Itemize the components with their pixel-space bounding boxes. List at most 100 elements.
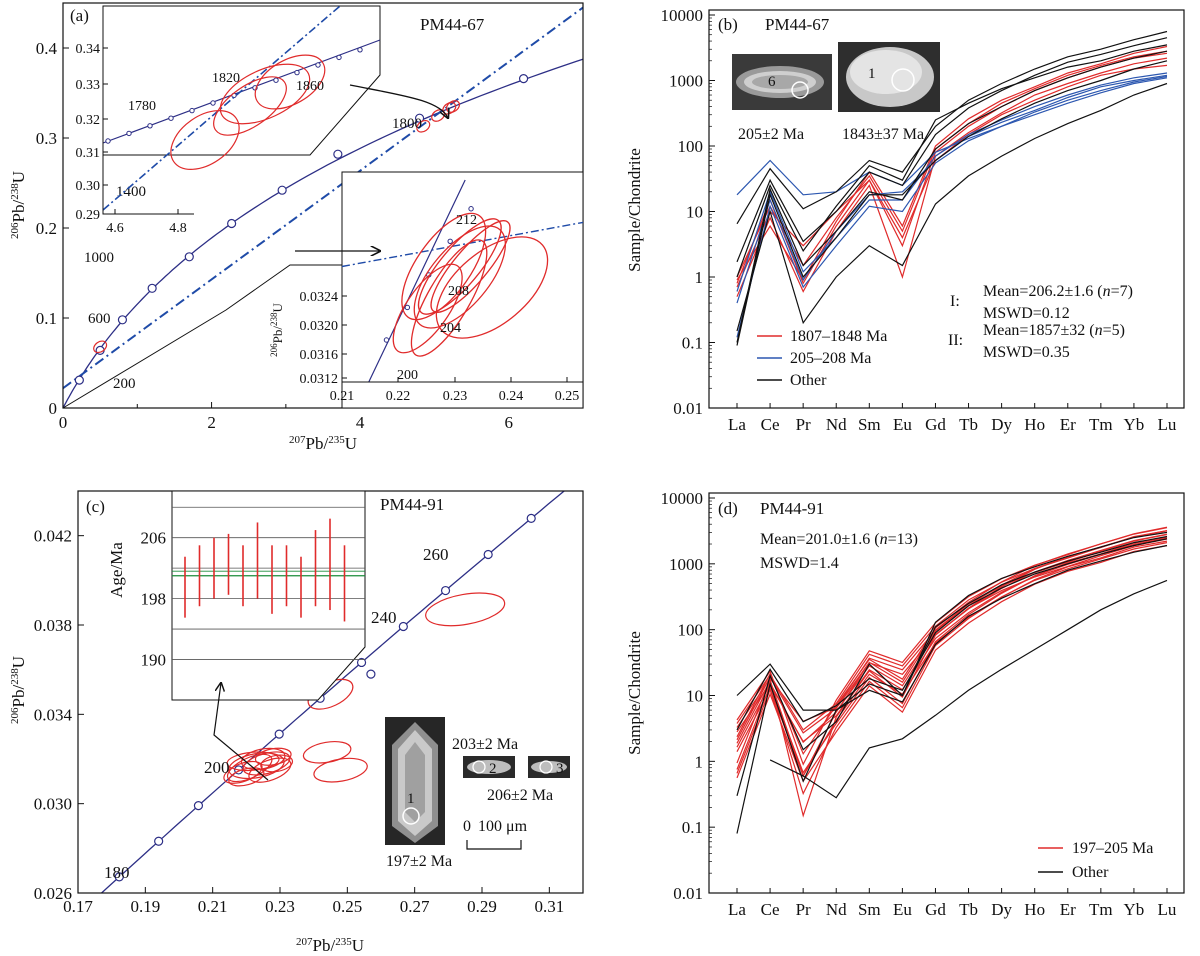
inset-upper-point	[126, 130, 132, 137]
ann-II-label: II:	[948, 332, 963, 349]
cl-image-6: 6	[732, 54, 832, 110]
y-tick-label: 100	[678, 137, 704, 156]
concordia-point	[184, 252, 194, 262]
panel-a-sample: PM44-67	[420, 15, 485, 34]
concordia-point	[227, 218, 237, 229]
x-tick-label: Sm	[858, 900, 881, 919]
inset-upper-age-label: 1820	[212, 71, 240, 86]
x-tick-label: 2	[207, 413, 216, 432]
ree-series-line	[736, 64, 1168, 288]
x-tick-label: Tb	[959, 900, 978, 919]
x-tick-label: La	[728, 415, 746, 434]
x-tick-label: Sm	[858, 415, 881, 434]
inset-lower-ellipse	[435, 236, 549, 339]
inset-upper-point	[315, 62, 321, 68]
x-tick-label: La	[728, 900, 746, 919]
inset-lower-ytick-label: 0.0320	[300, 319, 339, 334]
ann-I-mswd: MSWD=0.12	[983, 305, 1070, 322]
panel-d-mean: Mean=201.0±1.6 (n=13)	[760, 531, 918, 548]
data-ellipse	[248, 757, 292, 783]
cl-label-c2: 2	[489, 761, 497, 777]
inset-lower-ellipse	[430, 220, 511, 313]
y-tick-label: 1000	[669, 555, 703, 574]
y-tick-label: 0.030	[34, 795, 72, 814]
concordia-age-label: 1400	[116, 184, 146, 200]
concordia-point	[154, 836, 164, 846]
y-tick-label: 0.026	[34, 884, 72, 903]
inset-upper-point	[210, 100, 216, 106]
y-tick-label: 0.4	[36, 39, 58, 58]
x-tick-label: Dy	[991, 900, 1012, 919]
concordia-point	[74, 375, 84, 385]
legend-label-other: Other	[790, 372, 827, 389]
y-tick-label: 0.1	[682, 818, 703, 837]
cl-label-6: 6	[768, 74, 776, 90]
inset-upper-point	[336, 54, 342, 61]
inset-lower-age-label: 208	[448, 284, 469, 299]
panel-b: 0.01 0.1 1 10 100 1000 10000 La Ce Pr Nd Sm Eu Gd Tb Dy…	[625, 6, 1185, 434]
inset-upper-ellipse	[213, 76, 287, 136]
y-tick-label: 1	[695, 752, 704, 771]
inset-upper-point	[147, 123, 153, 129]
cl-spot-6	[791, 81, 809, 99]
inset-lower-xtick-label: 0.23	[443, 389, 468, 404]
ree-series-line	[736, 540, 1168, 796]
y-tick-label: 0.042	[34, 527, 72, 546]
x-tick-label: 0.27	[400, 897, 430, 916]
y-tick-label: 0.01	[673, 884, 703, 903]
y-tick-label: 1	[695, 268, 704, 287]
inset-ylabel: Age/Ma	[107, 542, 126, 598]
inset-lower-ellipse	[410, 239, 488, 357]
concordia-point	[398, 621, 408, 632]
inset-lower-age-label: 200	[397, 368, 418, 383]
concordia-point	[440, 585, 451, 596]
y-tick-label: 1000	[669, 72, 703, 91]
concordia-point	[518, 73, 529, 84]
y-tick-label: 0.1	[36, 309, 57, 328]
ree-series-line	[736, 37, 1168, 263]
concordia-line	[100, 491, 566, 893]
concordia-point	[117, 315, 128, 325]
ann-I-label: I:	[950, 293, 960, 310]
y-tick-label: 0.034	[34, 705, 73, 724]
inset-age-frame	[171, 490, 366, 701]
concordia-age-label: 200	[204, 758, 230, 777]
ree-series-line	[736, 531, 1168, 711]
concordia-point	[147, 283, 157, 293]
x-tick-label: 0.17	[63, 897, 93, 916]
concordia-age-label: 180	[104, 863, 130, 882]
panel-a-letter: (a)	[70, 6, 89, 25]
concordia-point	[193, 801, 204, 811]
cl-age-1: 1843±37 Ma	[842, 126, 924, 143]
ree-series-line	[736, 535, 1168, 796]
panel-a: 0 2 4 600.10.20.30.420060010001400180017801…	[9, 2, 584, 453]
data-ellipse	[313, 757, 368, 783]
cl-label-c1: 1	[407, 791, 415, 807]
inset-lower-xtick-label: 0.22	[386, 389, 411, 404]
inset-lower-discordia	[341, 221, 584, 268]
ree-series-line	[736, 30, 1168, 225]
panel-d: 0.01 0.1 1 10 100 1000 10000 La Ce Pr Nd Sm Eu Gd Tb Dy…	[625, 489, 1185, 919]
ree-series-line	[736, 44, 1168, 278]
ree-series-line	[736, 57, 1168, 297]
ree-series-line	[736, 536, 1168, 774]
x-tick-label: Nd	[826, 900, 847, 919]
inset-lower-age-label: 212	[456, 213, 477, 228]
inset-ytick-label: 190	[141, 651, 167, 670]
inset-lower-age-label: 204	[440, 321, 461, 336]
inset-upper-ellipse	[170, 110, 240, 170]
inset-lower-point	[468, 206, 474, 212]
ree-series-line	[736, 75, 1168, 338]
ree-series-line	[736, 545, 1168, 783]
inset-upper-tail	[102, 160, 194, 215]
legend-d-label-other: Other	[1072, 864, 1109, 881]
inset-upper-age-label: 1780	[128, 99, 156, 114]
panel-b-ylabel: Sample/Chondrite	[625, 148, 644, 272]
ree-series-line	[769, 579, 1168, 799]
x-tick-label: Eu	[893, 900, 912, 919]
x-tick-label: Tm	[1089, 415, 1113, 434]
inset-lower-point	[383, 337, 390, 343]
concordia-line	[63, 58, 583, 408]
panel-b-legend: 1807–1848 Ma 205–208 Ma Other	[757, 328, 887, 389]
